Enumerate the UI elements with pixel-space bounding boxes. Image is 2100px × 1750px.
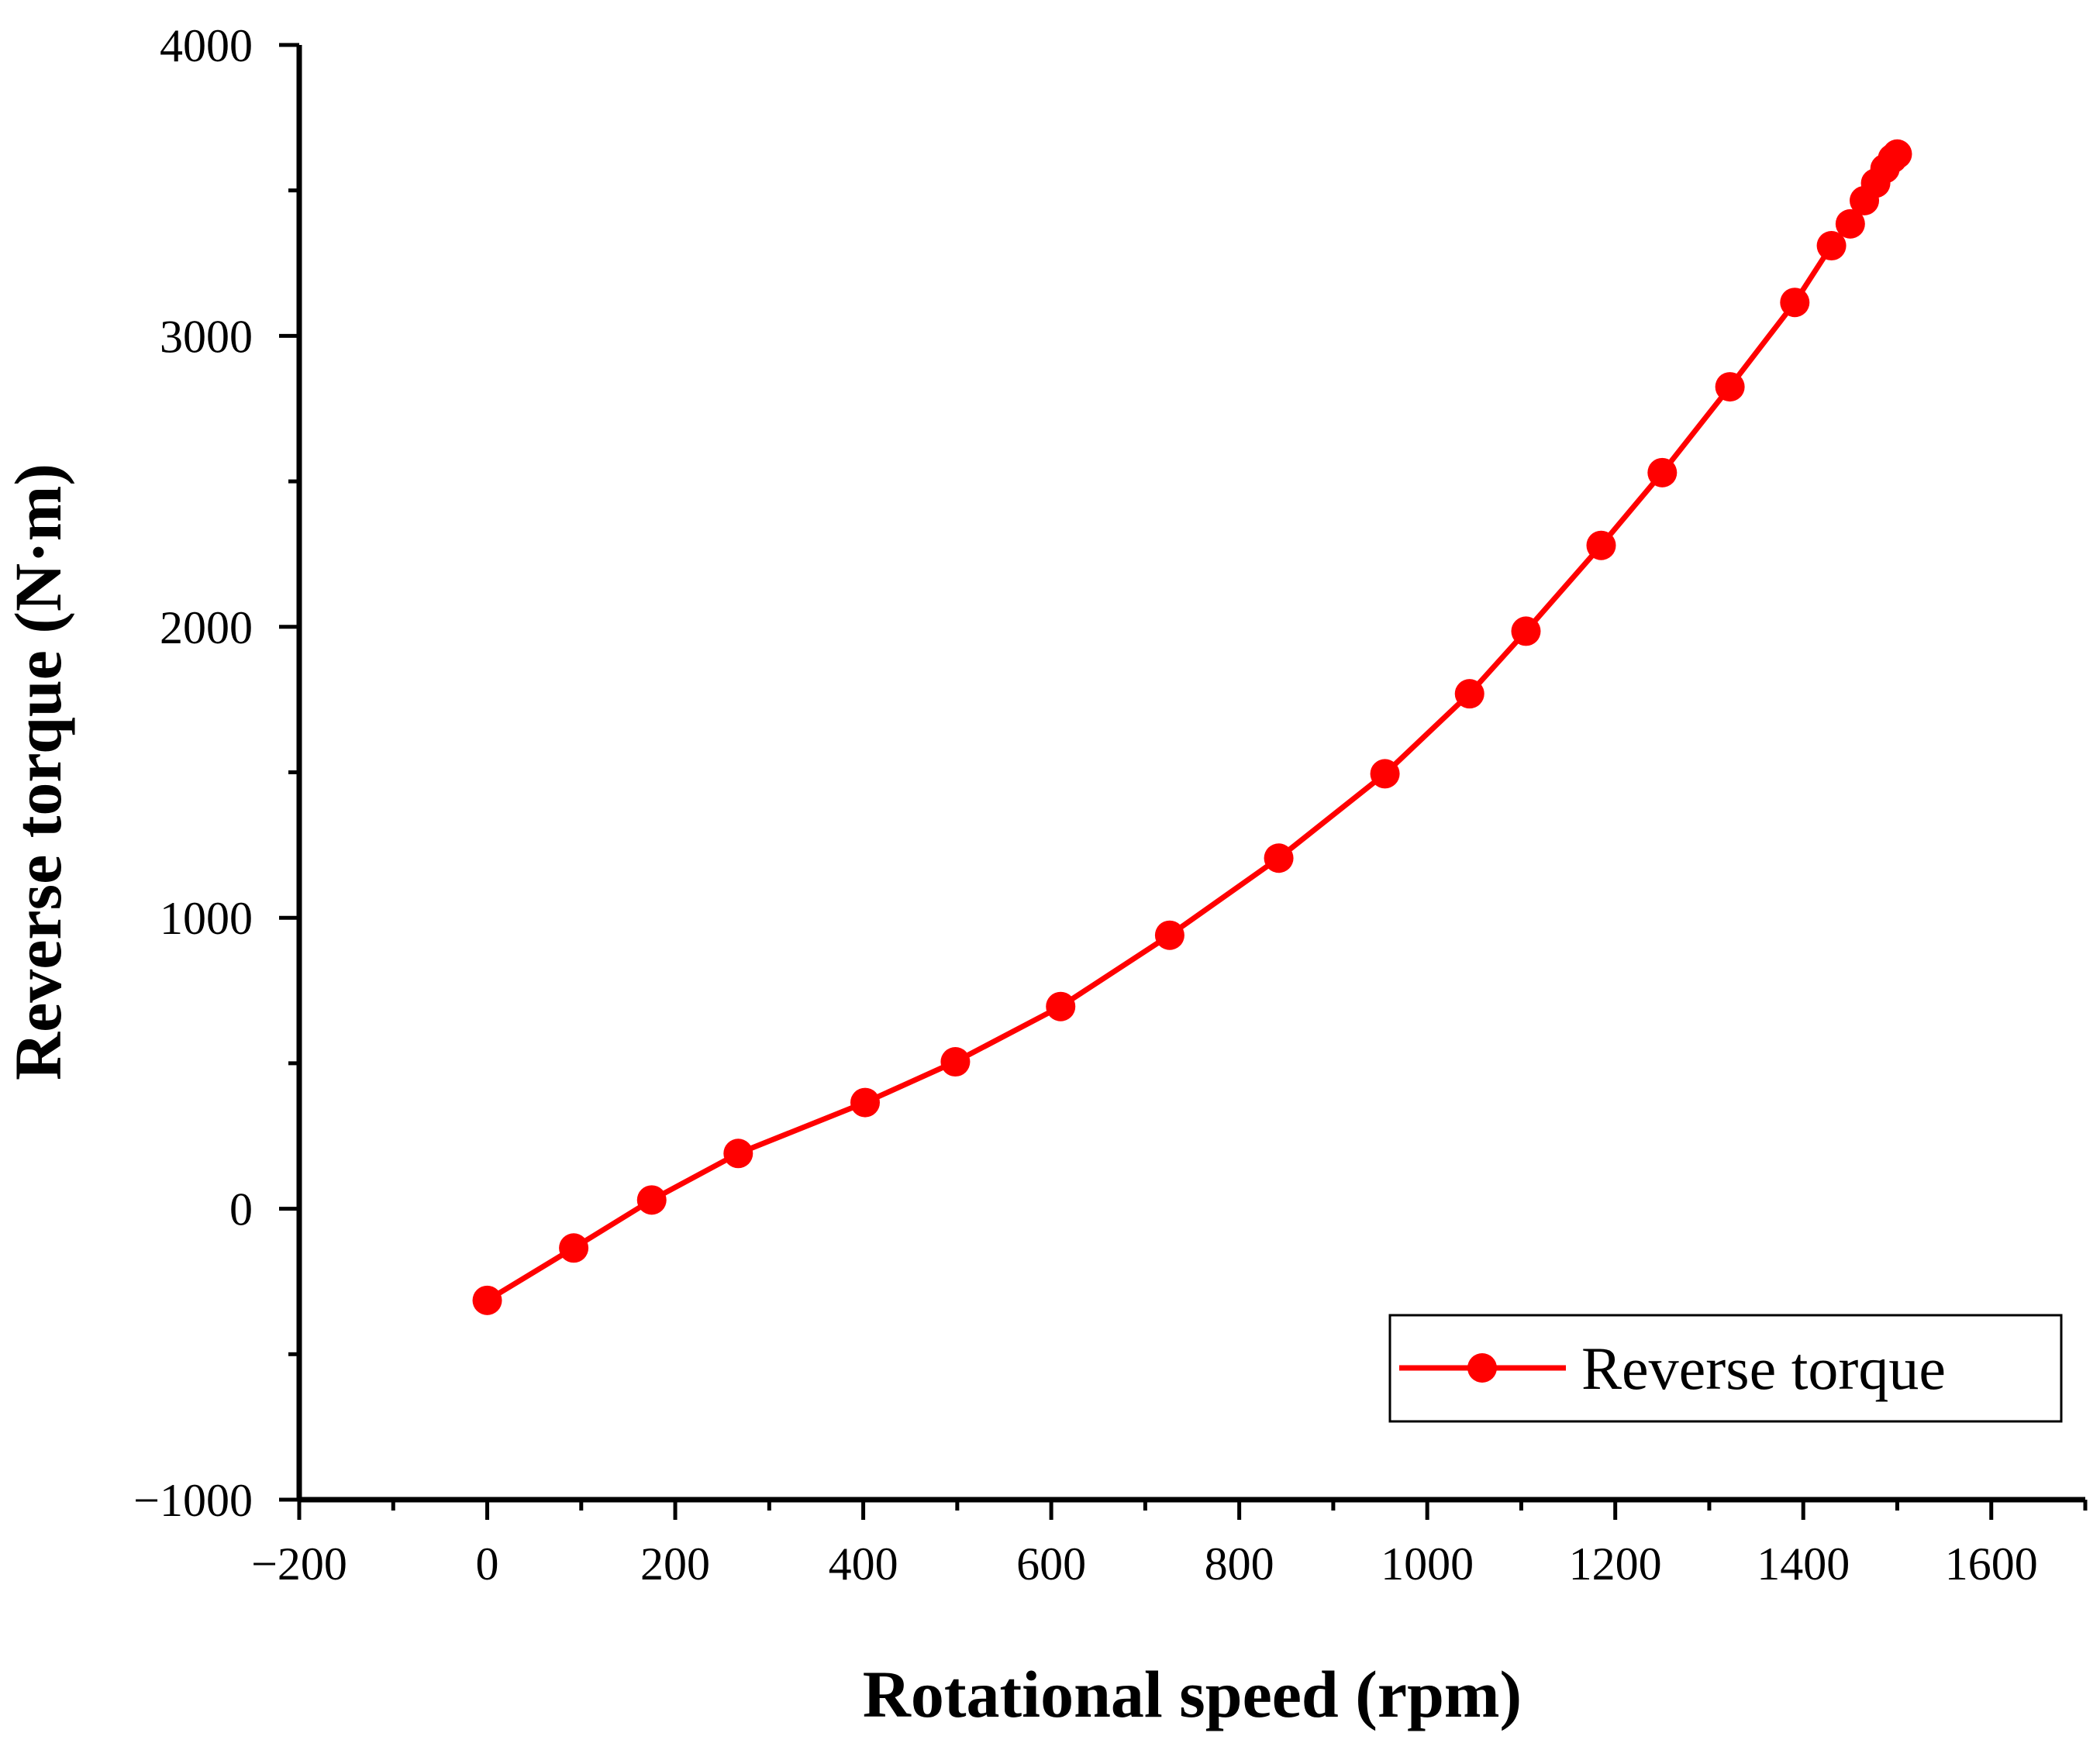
y-axis-title: Reverse torque (N·m) [1,463,75,1080]
x-tick-label: −200 [251,1538,347,1590]
x-tick-label: 1600 [1945,1538,2038,1590]
legend: Reverse torque [1388,1314,2063,1423]
x-axis-title: Rotational speed (rpm) [863,1657,1522,1731]
data-point [1647,457,1678,487]
data-point [1511,616,1541,646]
data-point [1370,759,1400,789]
series-line [485,152,1899,1303]
data-point [723,1139,753,1169]
data-point [940,1047,971,1077]
legend-label: Reverse torque [1581,1335,1946,1402]
y-ticks: −1000 0 1000 2000 3000 4000 [133,20,299,1526]
y-tick-label: −1000 [133,1475,253,1526]
x-tick-label: 800 [1205,1538,1274,1590]
data-point [1780,288,1810,318]
y-tick-label: 4000 [160,20,253,71]
x-tick-label: 1000 [1381,1538,1474,1590]
y-tick-label: 1000 [160,893,253,944]
x-tick-label: 400 [829,1538,898,1590]
data-point [1816,231,1847,261]
x-tick-label: 1400 [1757,1538,1850,1590]
data-point [1882,139,1912,169]
data-point [1264,843,1294,873]
x-tick-label: 600 [1016,1538,1086,1590]
y-tick-label: 3000 [160,311,253,362]
y-tick-label: 0 [229,1184,253,1235]
data-point [1586,530,1616,560]
data-point [1835,208,1865,239]
y-tick-label: 2000 [160,602,253,653]
x-tick-label: 0 [476,1538,499,1590]
data-point [559,1233,589,1263]
data-point [1715,372,1745,402]
legend-marker-swatch [1467,1353,1497,1383]
x-ticks: −200 0 200 400 600 800 1000 1200 1400 1600 [251,1500,2088,1590]
data-point [850,1087,881,1118]
data-point [1046,991,1076,1021]
data-point [472,1285,502,1315]
data-point [636,1185,667,1215]
series-layer [472,139,1912,1315]
data-point [1154,920,1184,950]
x-tick-label: 1200 [1569,1538,1662,1590]
x-tick-label: 200 [640,1538,710,1590]
data-point [1454,679,1484,709]
